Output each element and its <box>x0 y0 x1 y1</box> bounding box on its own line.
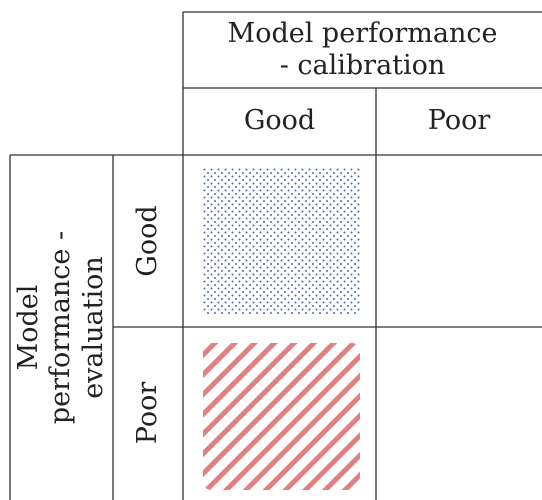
striped-cell <box>203 343 360 490</box>
row-label: Good <box>131 205 163 277</box>
column-group: Model performance - calibration <box>227 17 498 81</box>
dotted-cell <box>203 168 360 315</box>
column-label: Good <box>243 105 316 137</box>
row-group: Model performance - evaluation <box>12 230 109 425</box>
column-label: Poor <box>427 105 491 137</box>
row-label: Poor <box>131 381 163 445</box>
